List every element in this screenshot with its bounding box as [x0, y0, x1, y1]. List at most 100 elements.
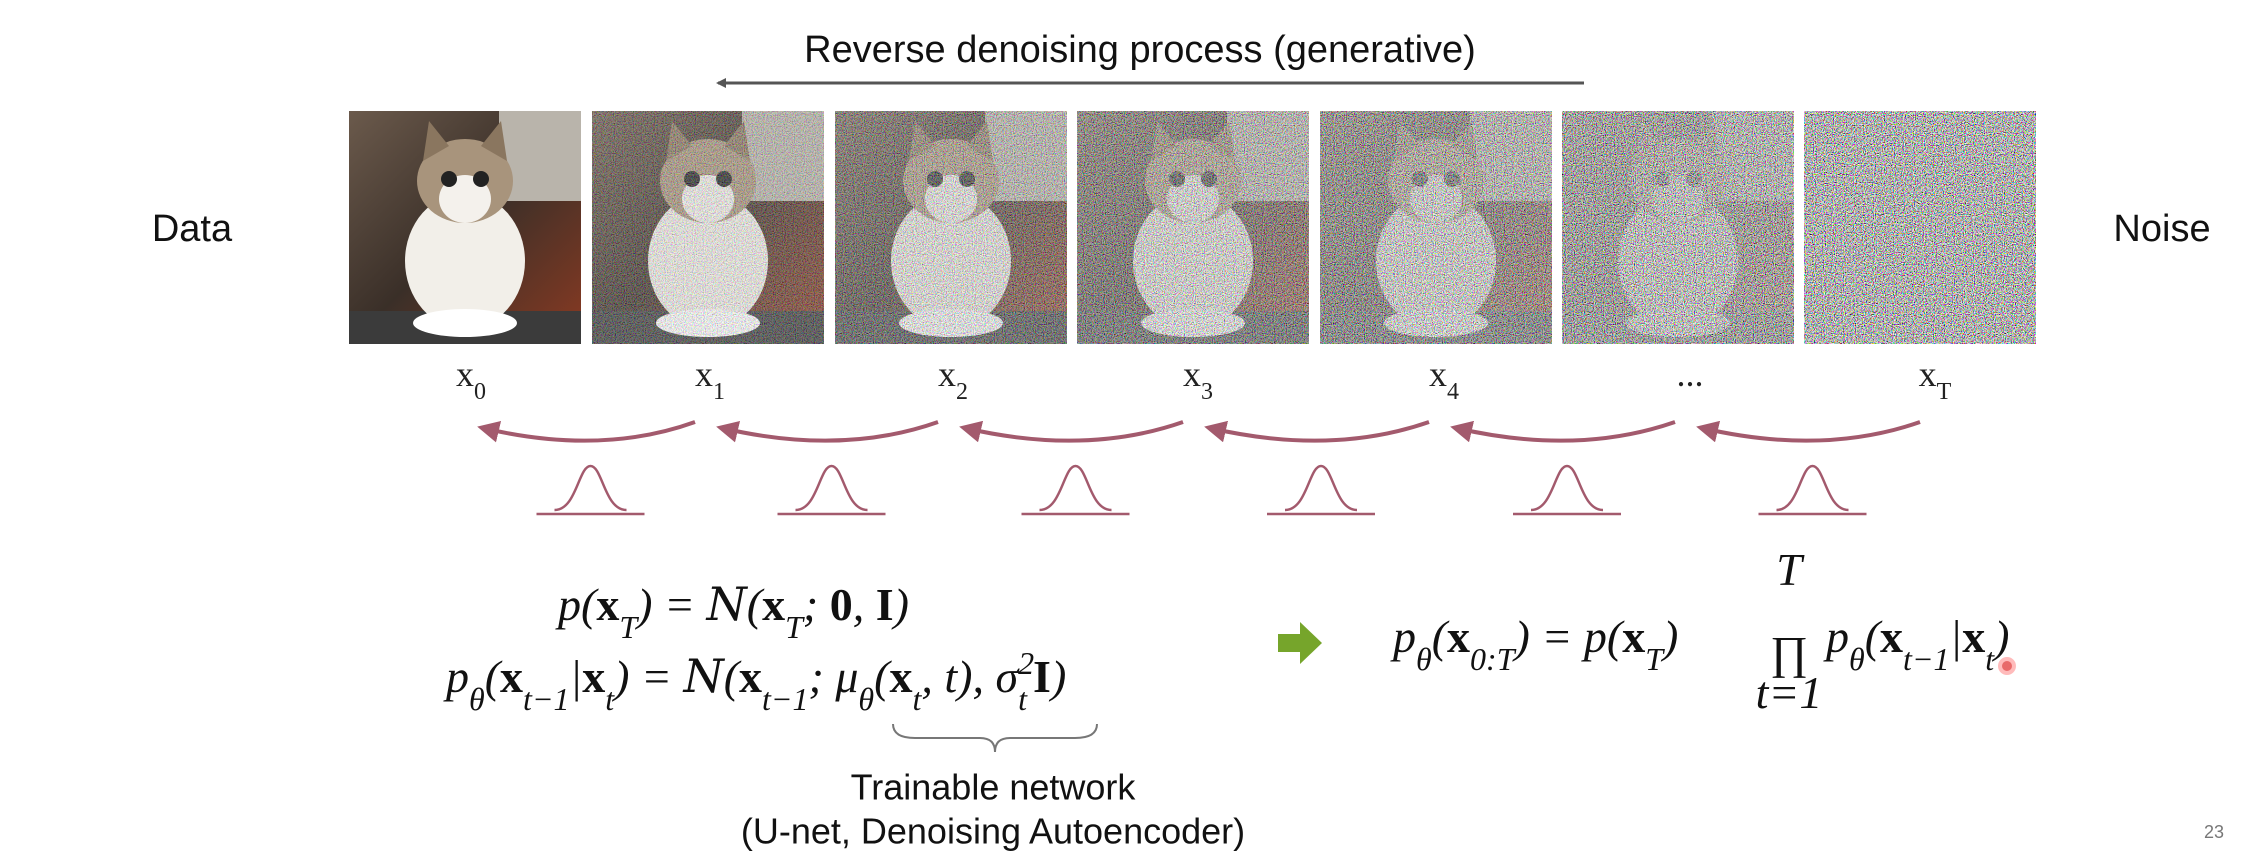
- eq-part: I: [876, 579, 894, 630]
- eq-part: (: [1865, 611, 1883, 662]
- gaussian-curve: [554, 464, 627, 512]
- step-index: 0: [474, 379, 486, 405]
- eq-part: |: [1950, 611, 1963, 662]
- annotation-line: (U-net, Denoising Autoencoder): [741, 811, 1245, 852]
- noise: [835, 111, 1067, 344]
- eq-part: θ: [858, 681, 874, 717]
- eq-part: t−1: [762, 681, 808, 717]
- step-label: x3: [1183, 354, 1213, 405]
- noisy-image: [1804, 111, 2036, 344]
- cursor: [1998, 657, 2016, 675]
- eq-part: ) = p(: [1512, 611, 1625, 662]
- eq-part: (: [1432, 611, 1450, 662]
- eq-part: ) =: [634, 579, 706, 630]
- gaussian-curve: [1776, 464, 1849, 512]
- step-symbol: ...: [1677, 354, 1704, 394]
- eq-part: t: [1985, 641, 1995, 677]
- eq-part: p: [443, 651, 469, 702]
- step-symbol: x: [1919, 354, 1937, 394]
- step-symbol: x: [1183, 354, 1201, 394]
- denoise-arrow: [1204, 420, 1430, 443]
- noisy-image: [1562, 111, 1794, 344]
- eq-part: 2: [1018, 645, 1034, 681]
- eq-part: ): [1991, 611, 2009, 662]
- eq-part: N: [705, 577, 748, 631]
- eq-part: x: [1962, 611, 1985, 662]
- eq-part: x: [1880, 611, 1903, 662]
- eq-part: (: [874, 651, 892, 702]
- eq-part: x: [596, 579, 619, 630]
- denoise-arrow: [477, 420, 696, 443]
- eq-part: p: [1823, 611, 1849, 662]
- noise: [592, 111, 824, 344]
- eq-part: ): [1048, 651, 1066, 702]
- eq-part: (: [724, 651, 742, 702]
- cat-ears: [423, 121, 507, 161]
- page-number: 23: [2204, 822, 2224, 842]
- step-index: 4: [1447, 379, 1459, 405]
- eq-part: x: [762, 579, 785, 630]
- eq-part: ) =: [611, 651, 683, 702]
- step-label: x1: [695, 354, 725, 405]
- cat-paws: [413, 309, 517, 337]
- product-symbol: ∏: [1770, 627, 1808, 678]
- eq-part: θ: [1416, 641, 1432, 677]
- gaussian-curve: [1039, 464, 1112, 512]
- underbrace: [892, 723, 1098, 753]
- step-label: x0: [456, 354, 486, 405]
- eq-part: x: [1622, 611, 1645, 662]
- noise: [1804, 111, 2036, 344]
- eq-part: T: [785, 609, 805, 645]
- joint-equation-rhs: pθ(xt−1|xt): [1823, 611, 2009, 677]
- annotation-line: Trainable network: [851, 767, 1137, 808]
- eq-part: 0:T: [1470, 641, 1517, 677]
- cat-eye: [473, 171, 489, 187]
- gaussian-curve: [1284, 464, 1358, 512]
- cat-body: [405, 193, 525, 329]
- step-symbol: x: [1429, 354, 1447, 394]
- noisy-image: [349, 111, 581, 344]
- noise: [1077, 111, 1309, 344]
- eq-part: x: [1447, 611, 1470, 662]
- window-blind: [499, 111, 581, 201]
- eq-part: t−1: [1903, 641, 1949, 677]
- eq-part: 0: [830, 579, 853, 630]
- noisy-image: [1320, 111, 1552, 344]
- eq-part: , t), σ: [921, 651, 1020, 702]
- eq-part: t: [605, 681, 615, 717]
- eq-part: t: [912, 681, 922, 717]
- noise-label: Noise: [2113, 208, 2210, 250]
- noise: [1320, 111, 1552, 344]
- step-label: x2: [938, 354, 968, 405]
- noise: [1562, 111, 1794, 344]
- step-index: 3: [1201, 379, 1213, 405]
- noisy-image: [835, 111, 1067, 344]
- denoise-arrow: [716, 420, 939, 443]
- prior-equation: p(xT) = N(xT; 0, I): [555, 577, 909, 645]
- step-index: 1: [713, 379, 725, 405]
- denoise-arrow: [959, 420, 1184, 443]
- step-index: 2: [956, 379, 968, 405]
- step-label: ...: [1677, 354, 1704, 394]
- cat-face: [439, 175, 491, 223]
- product-lower: t=1: [1756, 667, 1823, 718]
- eq-part: p(: [555, 579, 599, 630]
- eq-part: p: [1390, 611, 1416, 662]
- joint-equation-lhs: pθ(x0:T) = p(xT): [1390, 611, 1678, 677]
- eq-part: ,: [853, 579, 876, 630]
- implies-arrow: [1278, 622, 1322, 664]
- denoise-arrow: [1450, 420, 1676, 443]
- noisy-image: [1077, 111, 1309, 344]
- eq-part: ): [1660, 611, 1678, 662]
- eq-part: x: [739, 651, 762, 702]
- eq-part: T: [619, 609, 639, 645]
- eq-part: ;: [803, 579, 830, 630]
- step-label: x4: [1429, 354, 1459, 405]
- noisy-image: [592, 111, 824, 344]
- step-symbol: x: [695, 354, 713, 394]
- denoise-arrows: [477, 420, 1921, 516]
- gaussian-curve: [1530, 464, 1604, 512]
- eq-part: I: [1033, 651, 1051, 702]
- process-title: Reverse denoising process (generative): [804, 29, 1476, 71]
